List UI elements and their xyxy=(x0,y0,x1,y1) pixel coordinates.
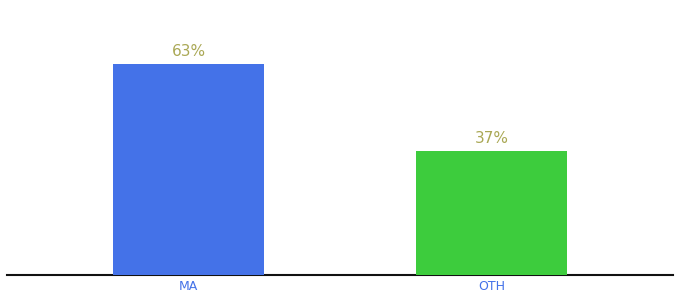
Bar xyxy=(113,64,265,275)
Text: 63%: 63% xyxy=(171,44,205,59)
Text: 37%: 37% xyxy=(475,131,509,146)
Bar xyxy=(415,151,567,275)
